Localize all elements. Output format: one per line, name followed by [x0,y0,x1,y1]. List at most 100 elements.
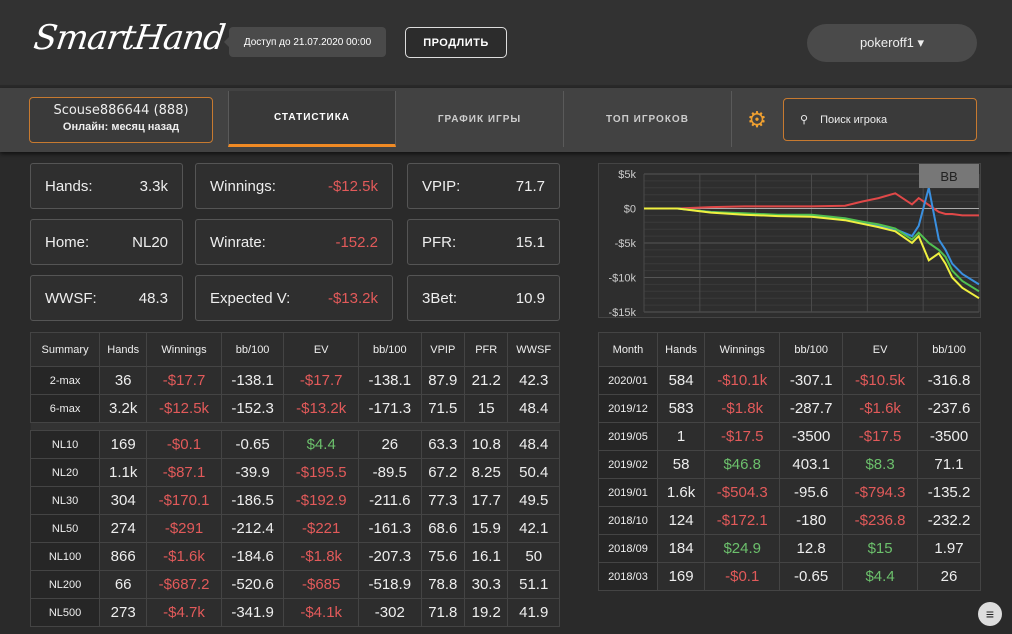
table-row: 2018/10 124 -$172.1 -180 -$236.8 -232.2 [598,506,981,535]
table-cell: 2019/02 [598,450,658,479]
table-cell: 75.6 [420,542,466,571]
table-cell: 2-max [29,366,101,395]
column-header[interactable]: EV [842,332,919,367]
summary-table: Summary Hands Winnings bb/100 EV bb/100 VPIP PF… [29,332,560,627]
table-cell: 15.9 [463,514,509,543]
player-online-status: Онлайн: месяц назад [62,121,180,133]
table-cell: -89.5 [357,458,422,487]
stat-label: PFR: [422,233,457,251]
column-header[interactable]: Month [598,332,658,367]
logo[interactable]: SmartHand [31,18,228,58]
column-header[interactable]: bb/100 [220,332,285,367]
table-cell: -520.6 [220,570,285,599]
table-cell: -$687.2 [146,570,222,599]
table-cell: -$87.1 [146,458,222,487]
table-cell: 124 [656,506,706,535]
table-cell: $24.9 [704,534,781,563]
table-cell: NL100 [29,542,101,571]
table-cell: NL50 [29,514,101,543]
stat-label: Expected V: [210,289,291,307]
column-header[interactable]: WWSF [507,332,560,367]
table-cell: 1 [656,422,706,451]
table-cell: NL20 [29,458,101,487]
column-header[interactable]: Hands [99,332,148,367]
table-cell: NL30 [29,486,101,515]
column-header[interactable]: bb/100 [917,332,981,367]
table-row: NL30 304 -$170.1 -186.5 -$192.9 -211.6 77.3 17.… [29,486,560,515]
table-cell: 8.25 [463,458,509,487]
search-box[interactable]: ⚲ [783,98,977,141]
table-cell: -207.3 [357,542,422,571]
column-header[interactable]: Summary [29,332,101,367]
tab-statistics[interactable]: СТАТИСТИКА [228,91,396,147]
column-header[interactable]: PFR [463,332,509,367]
tab-top-players[interactable]: ТОП ИГРОКОВ [564,91,732,147]
stat-label: Home: [45,233,90,251]
renew-button[interactable]: ПРОДЛИТЬ [405,27,507,58]
search-input[interactable] [820,113,961,126]
table-row: 6-max 3.2k -$12.5k -152.3 -$13.2k -171.3 71.5 1… [29,394,560,423]
column-header[interactable]: Winnings [146,332,222,367]
column-header[interactable]: bb/100 [357,332,422,367]
table-cell: NL200 [29,570,101,599]
stat-label: WWSF: [45,289,97,307]
column-header[interactable]: bb/100 [779,332,844,367]
table-cell: 42.1 [507,514,560,543]
table-cell: -$17.7 [283,366,359,395]
table-cell: 71.5 [420,394,466,423]
table-cell: $15 [842,534,919,563]
table-cell: -212.4 [220,514,285,543]
table-cell: -237.6 [917,394,981,423]
table-cell: 6-max [29,394,101,423]
table-cell: -$17.5 [842,422,919,451]
table-cell: 30.3 [463,570,509,599]
y-tick-label: -$10k [608,273,636,285]
nav-bar: Scouse886644 (888) Онлайн: месяц назад С… [0,88,1012,152]
user-menu-button[interactable]: pokeroff1 ▾ [807,24,977,62]
table-cell: 50.4 [507,458,560,487]
table-cell: -0.65 [220,430,285,459]
table-row: 2019/05 1 -$17.5 -3500 -$17.5 -3500 [598,422,981,451]
table-cell: 50 [507,542,560,571]
table-cell: -$4.7k [146,598,222,627]
table-cell: -180 [779,506,844,535]
table-cell: -$1.8k [704,394,781,423]
table-cell: 51.1 [507,570,560,599]
table-cell: -186.5 [220,486,285,515]
table-cell: -3500 [779,422,844,451]
table-cell: -$17.5 [704,422,781,451]
tab-game-graph[interactable]: ГРАФИК ИГРЫ [396,91,564,147]
column-header[interactable]: EV [283,332,359,367]
table-cell: 2019/05 [598,422,658,451]
column-header[interactable]: Winnings [704,332,781,367]
table-cell: 10.8 [463,430,509,459]
table-cell: -$172.1 [704,506,781,535]
table-cell: 1.97 [917,534,981,563]
table-cell: -$0.1 [704,562,781,591]
table-row: NL20 1.1k -$87.1 -39.9 -$195.5 -89.5 67.2 8.25 5… [29,458,560,487]
column-header[interactable]: Hands [656,332,706,367]
table-cell: $4.4 [842,562,919,591]
stat-label: Winrate: [210,233,266,251]
table-cell: 866 [99,542,148,571]
table-cell: 63.3 [420,430,466,459]
table-cell: 169 [656,562,706,591]
table-cell: 2020/01 [598,366,658,395]
table-cell: -171.3 [357,394,422,423]
table-cell: 66 [99,570,148,599]
table-cell: $46.8 [704,450,781,479]
stat-label: VPIP: [422,177,461,195]
table-row: NL10 169 -$0.1 -0.65 $4.4 26 63.3 10.8 48.4 [29,430,560,459]
table-cell: -$12.5k [146,394,222,423]
column-header[interactable]: VPIP [420,332,466,367]
y-tick-label: -$5k [615,238,637,250]
table-cell: -138.1 [357,366,422,395]
table-cell: 15 [463,394,509,423]
table-cell: 12.8 [779,534,844,563]
table-cell: 26 [917,562,981,591]
table-cell: -341.9 [220,598,285,627]
menu-icon[interactable]: ≡ [978,602,1002,626]
table-cell: 21.2 [463,366,509,395]
gear-icon[interactable]: ⚙ [747,107,767,132]
player-name: Scouse886644 (888) [53,103,189,118]
